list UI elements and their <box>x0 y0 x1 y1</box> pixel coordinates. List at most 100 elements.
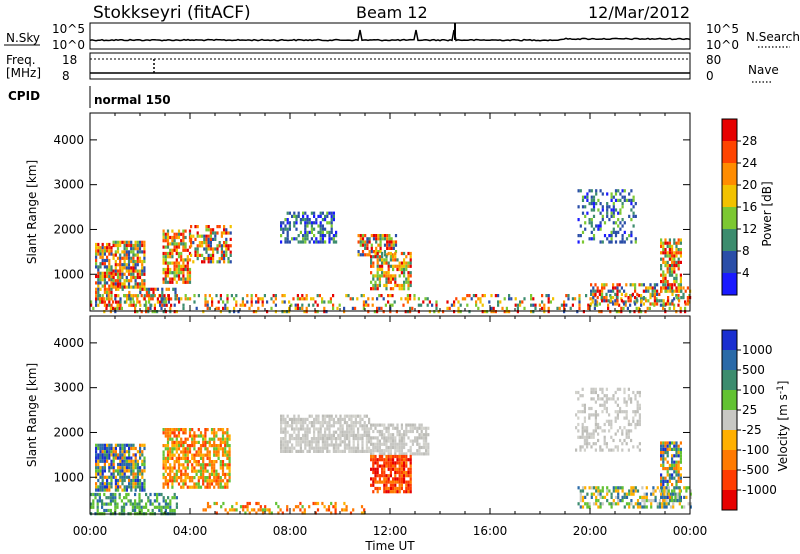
data-cell <box>376 480 379 484</box>
data-cell <box>114 240 117 244</box>
data-cell <box>370 287 373 291</box>
data-cell <box>422 433 425 437</box>
data-cell <box>675 241 678 245</box>
data-cell <box>411 423 414 427</box>
data-cell <box>606 237 609 241</box>
data-cell <box>308 414 311 418</box>
data-cell <box>387 277 390 281</box>
data-cell <box>204 434 207 438</box>
data-cell <box>123 282 126 286</box>
data-cell <box>675 447 678 451</box>
data-cell <box>378 255 381 259</box>
data-cell <box>103 456 106 460</box>
data-cell <box>603 429 606 433</box>
data-cell <box>581 240 585 244</box>
data-cell <box>123 502 126 506</box>
cpid-row: CPID normal 150 <box>8 86 171 108</box>
data-cell <box>378 464 381 468</box>
data-cell <box>107 502 110 506</box>
data-cell <box>381 474 384 478</box>
data-cell <box>365 424 368 428</box>
data-cell <box>387 452 390 456</box>
data-cell <box>210 469 214 473</box>
data-cell <box>110 294 113 298</box>
data-cell <box>623 198 626 202</box>
data-cell <box>416 452 419 456</box>
data-cell <box>223 257 226 261</box>
data-cell <box>315 218 318 222</box>
data-cell <box>579 435 582 439</box>
data-cell <box>368 430 371 434</box>
data-cell <box>383 436 386 440</box>
data-cell <box>660 444 663 448</box>
data-cell <box>387 486 390 491</box>
data-cell <box>121 443 124 447</box>
data-cell <box>327 300 330 304</box>
data-cell <box>186 264 189 268</box>
data-cell <box>139 488 142 492</box>
data-cell <box>677 248 680 252</box>
data-cell <box>117 466 120 470</box>
data-cell <box>206 453 209 457</box>
data-cell <box>319 237 322 241</box>
data-cell <box>222 300 225 304</box>
data-cell <box>252 310 255 314</box>
data-cell <box>398 287 401 291</box>
data-cell <box>385 458 388 462</box>
data-cell <box>208 450 211 454</box>
data-cell <box>374 283 377 288</box>
data-cell <box>225 228 228 232</box>
data-cell <box>313 421 316 425</box>
data-cell <box>169 306 172 310</box>
data-cell <box>308 440 311 444</box>
data-cell <box>675 251 678 255</box>
data-cell <box>173 444 176 448</box>
data-cell <box>372 483 375 487</box>
data-cell <box>610 495 613 499</box>
data-cell <box>140 508 143 513</box>
data-cell <box>143 285 146 289</box>
data-cell <box>173 261 176 265</box>
data-cell <box>197 482 200 486</box>
freq-unit-label: [MHz] <box>6 66 41 80</box>
data-cell <box>680 289 683 293</box>
data-cell <box>396 470 399 475</box>
data-cell <box>418 436 421 440</box>
data-cell <box>671 251 674 255</box>
data-cell <box>654 499 657 503</box>
data-cell <box>223 231 226 235</box>
data-cell <box>112 475 115 479</box>
data-cell <box>112 499 115 503</box>
data-cell <box>188 428 192 432</box>
data-cell <box>212 253 215 257</box>
data-cell <box>140 294 143 298</box>
data-cell <box>221 460 225 464</box>
data-cell <box>616 292 619 296</box>
data-cell <box>206 485 209 489</box>
data-cell <box>327 508 331 512</box>
data-cell <box>579 492 582 496</box>
data-cell <box>138 496 141 500</box>
data-cell <box>678 283 681 287</box>
data-cell <box>389 486 392 491</box>
data-cell <box>675 441 678 445</box>
data-cell <box>365 430 368 434</box>
data-cell <box>112 456 115 460</box>
data-cell <box>477 306 480 310</box>
data-cell <box>621 224 624 228</box>
data-cell <box>272 300 275 304</box>
data-cell <box>641 505 644 509</box>
data-cell <box>425 449 428 453</box>
data-cell <box>389 277 392 281</box>
data-cell <box>119 253 122 257</box>
data-cell <box>180 239 183 243</box>
frequency-panel: Freq. [MHz] 18 8 80 0 Nave <box>6 52 779 83</box>
data-cell <box>188 229 192 233</box>
data-cell <box>173 434 176 438</box>
data-cell <box>175 248 178 252</box>
data-cell <box>184 453 187 457</box>
data-cell <box>182 239 185 243</box>
data-cell <box>530 294 533 298</box>
data-cell <box>614 390 617 395</box>
data-cell <box>136 505 139 509</box>
